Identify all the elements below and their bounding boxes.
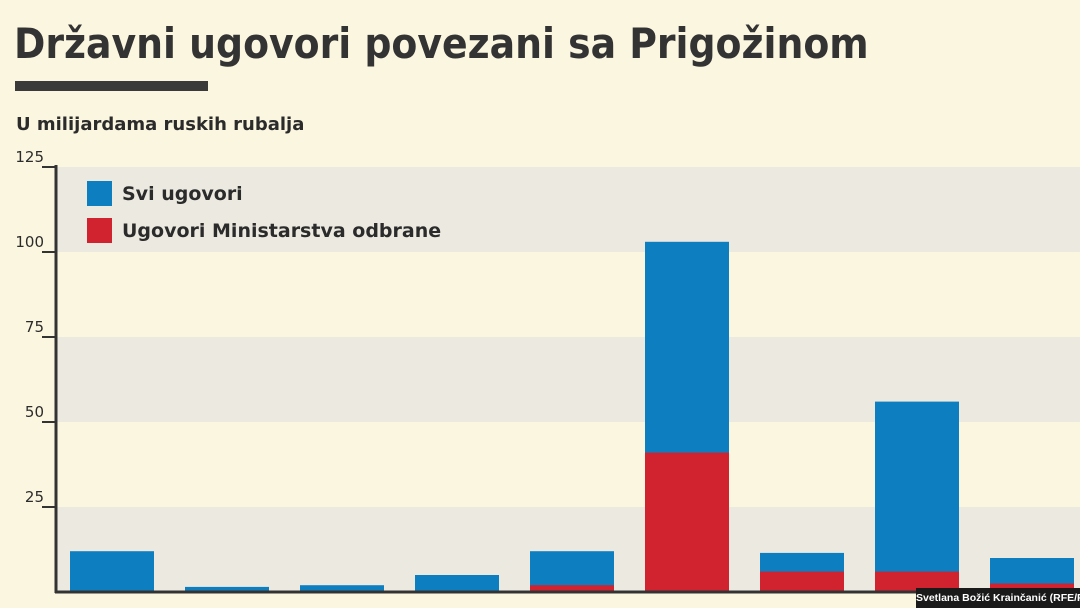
bar-defense-contracts-5	[530, 585, 614, 592]
grid-band	[56, 167, 1080, 252]
y-tick-label: 50	[25, 403, 44, 421]
chart-title: Državni ugovori povezani sa Prigožinom	[14, 19, 869, 68]
bar-all-contracts-2	[185, 586, 269, 592]
bar-defense-contracts-7	[760, 571, 844, 592]
legend: Svi ugovori Ugovori Ministarstva odbrane	[87, 181, 441, 243]
legend-swatch-1	[87, 181, 112, 206]
bar-all-contracts-3	[300, 585, 384, 592]
credit-badge: Svetlana Božić Krainčanić (RFE/RL)	[916, 588, 1080, 608]
grid-bands	[56, 167, 1080, 592]
legend-label-1: Svi ugovori	[122, 183, 243, 205]
bars-group	[70, 241, 1074, 593]
title-underline	[15, 81, 208, 91]
bar-defense-contracts-6	[645, 452, 729, 592]
y-tick-label: 75	[25, 318, 44, 336]
bar-all-contracts-1	[70, 551, 154, 592]
bar-defense-contracts-8	[875, 571, 959, 592]
legend-swatch-2	[87, 218, 112, 243]
bar-defense-contracts-9	[990, 583, 1074, 592]
y-tick-label: 25	[25, 488, 44, 506]
bar-all-contracts-8	[875, 401, 959, 592]
axes-group: 25 50 75 100 125	[15, 148, 1080, 594]
bar-all-contracts-4	[415, 575, 499, 592]
y-tick-label: 100	[15, 233, 44, 251]
legend-label-2: Ugovori Ministarstva odbrane	[122, 220, 441, 242]
chart-subtitle: U milijardama ruskih rubalja	[16, 114, 305, 135]
y-tick-label: 125	[15, 148, 44, 166]
